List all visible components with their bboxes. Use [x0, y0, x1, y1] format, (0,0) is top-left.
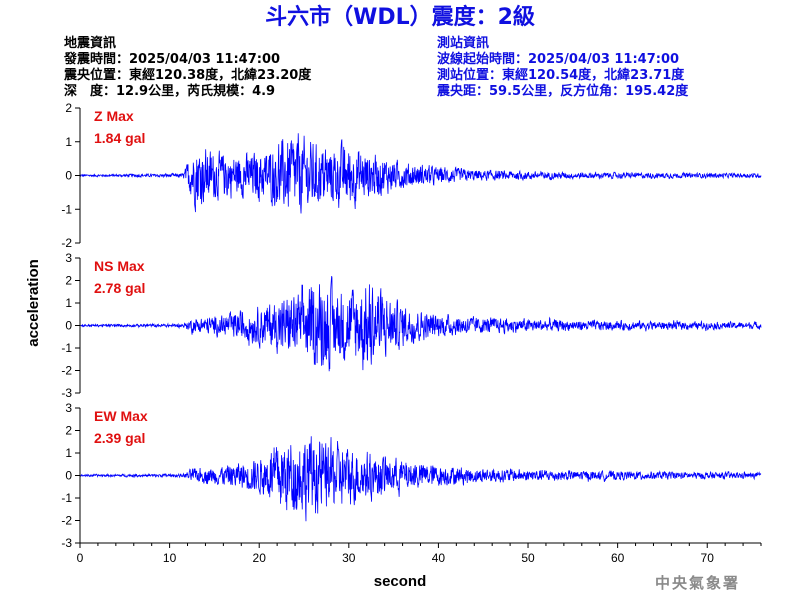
x-tick-label: 20	[253, 551, 267, 565]
ew-y-tick-label: 3	[65, 401, 72, 415]
y-axis-label: acceleration	[25, 259, 42, 347]
ns-y-tick-label: 3	[65, 251, 72, 265]
z-y-tick-label: 0	[65, 169, 72, 183]
ew-y-tick-label: -1	[61, 491, 72, 505]
waveform-start-text: 波線起始時間：2025/04/03 11:47:00	[437, 52, 680, 67]
x-axis-label: second	[374, 573, 427, 590]
ew-max-label: EW Max	[94, 408, 148, 424]
z-waveform-trace	[79, 133, 762, 214]
depth-magnitude-text: 深 度：12.9公里，芮氏規模：4.9	[64, 84, 276, 99]
ns-y-tick-label: -2	[61, 364, 72, 378]
station-info-block: 測站資訊 波線起始時間：2025/04/03 11:47:00 測站位置：東經1…	[437, 36, 688, 100]
z-y-tick-label: 2	[65, 101, 72, 115]
ns-y-tick-label: 0	[65, 319, 72, 333]
ns-y-tick-label: -1	[61, 341, 72, 355]
station-info-heading: 測站資訊	[437, 36, 490, 51]
event-info-block: 地震資訊 發震時間：2025/04/03 11:47:00 震央位置：東經120…	[64, 36, 311, 100]
ns-waveform-trace	[79, 276, 762, 372]
ns-y-tick-label: 2	[65, 274, 72, 288]
z-max-label: Z Max	[94, 108, 134, 124]
ew-waveform-trace	[79, 436, 762, 522]
ns-y-tick-label: -3	[61, 386, 72, 400]
ew-y-tick-label: 0	[65, 469, 72, 483]
ns-max-label: NS Max	[94, 258, 145, 274]
ew-max-value: 2.39 gal	[94, 430, 145, 446]
x-tick-label: 40	[432, 551, 446, 565]
ns-y-tick-label: 1	[65, 296, 72, 310]
z-y-tick-label: -1	[61, 202, 72, 216]
x-tick-label: 0	[77, 551, 84, 565]
origin-time-text: 發震時間：2025/04/03 11:47:00	[64, 52, 281, 67]
agency-logo-text: 中央氣象署	[655, 574, 741, 592]
x-tick-label: 70	[701, 551, 715, 565]
x-tick-label: 50	[521, 551, 535, 565]
epicenter-text: 震央位置：東經120.38度，北緯23.20度	[64, 68, 312, 83]
ew-y-tick-label: -3	[61, 536, 72, 550]
x-tick-label: 10	[163, 551, 177, 565]
ew-y-tick-label: 1	[65, 446, 72, 460]
z-max-value: 1.84 gal	[94, 130, 145, 146]
ew-y-tick-label: -2	[61, 514, 72, 528]
x-tick-label: 30	[342, 551, 356, 565]
z-y-tick-label: -2	[61, 236, 72, 250]
distance-azimuth-text: 震央距：59.5公里，反方位角：195.42度	[437, 84, 689, 99]
station-location-text: 測站位置：東經120.54度，北緯23.71度	[437, 68, 685, 83]
ew-y-tick-label: 2	[65, 424, 72, 438]
x-tick-label: 60	[611, 551, 625, 565]
z-y-tick-label: 1	[65, 135, 72, 149]
station-title: 斗六市（WDL）震度：2級	[265, 5, 535, 30]
event-info-heading: 地震資訊	[64, 36, 117, 51]
ns-max-value: 2.78 gal	[94, 280, 145, 296]
